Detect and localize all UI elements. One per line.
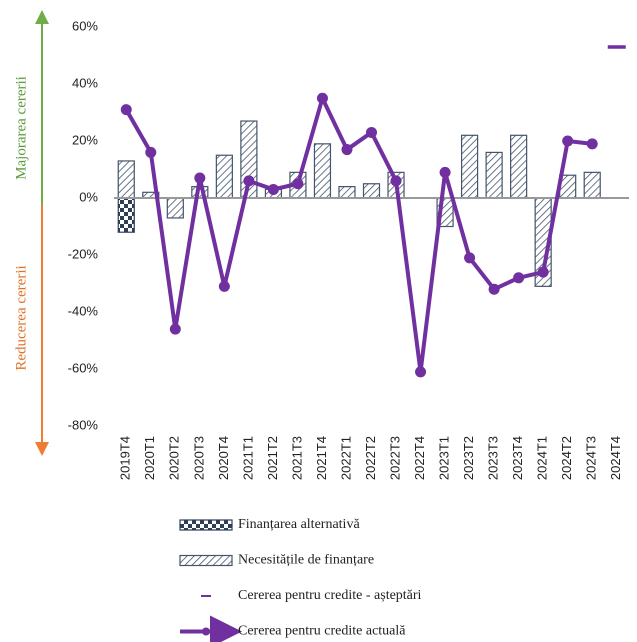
bar (362, 183, 381, 199)
line-point (341, 144, 353, 156)
bar (338, 186, 356, 199)
x-tick-label: 2022T3 (387, 436, 402, 480)
legend-label: Cererea pentru credite actuală (238, 624, 406, 639)
bar (117, 160, 135, 199)
y-tick-label: -40% (68, 303, 99, 318)
line-point (586, 138, 598, 150)
y-tick-label: 60% (72, 18, 98, 33)
legend-swatch (202, 627, 210, 636)
line-point (120, 104, 132, 116)
legend-swatch (179, 519, 233, 531)
x-tick-label: 2021T1 (240, 436, 255, 480)
x-tick-label: 2021T3 (289, 436, 304, 480)
x-tick-label: 2020T4 (216, 436, 231, 480)
x-tick-label: 2023T2 (461, 436, 476, 480)
x-tick-label: 2024T3 (584, 436, 599, 480)
line-point (390, 175, 402, 187)
x-tick-label: 2019T4 (118, 436, 133, 480)
line-point (366, 126, 377, 138)
x-tick-label: 2020T2 (167, 436, 182, 480)
line-point (267, 183, 279, 195)
down-label: Reducerea cererii (13, 265, 29, 370)
y-tick-label: 20% (72, 132, 98, 147)
y-tick-label: -20% (68, 246, 99, 261)
legend-swatch (179, 554, 233, 567)
x-tick-label: 2020T3 (191, 436, 206, 480)
line-point (145, 146, 157, 158)
legend-label: Necesitățile de finanțare (238, 553, 374, 568)
bar (215, 154, 233, 199)
y-tick-label: 0% (79, 189, 98, 204)
y-tick-label: -60% (68, 360, 99, 375)
line-point (464, 252, 476, 264)
legend-label: Cererea pentru credite - așteptări (238, 588, 422, 603)
bar (485, 151, 503, 199)
line-point (415, 366, 427, 378)
x-tick-label: 2024T2 (559, 436, 574, 480)
x-tick-label: 2022T1 (338, 436, 353, 480)
line-point (218, 280, 230, 292)
line-point (562, 135, 574, 147)
up-label: Majorarea cererii (13, 76, 29, 180)
line-point (243, 175, 255, 187)
line-point (194, 172, 206, 184)
bar (583, 171, 601, 199)
line-point (537, 266, 549, 278)
line-point (169, 323, 181, 335)
bar (117, 197, 135, 233)
line-point (439, 166, 451, 178)
x-tick-label: 2021T4 (314, 436, 329, 480)
x-tick-label: 2022T4 (412, 436, 427, 480)
down-arrow-head (35, 442, 49, 456)
bar (510, 134, 528, 199)
line-point (292, 178, 304, 190)
x-tick-label: 2023T4 (510, 436, 525, 480)
x-tick-label: 2022T2 (363, 436, 378, 480)
x-tick-label: 2023T1 (437, 436, 452, 480)
y-tick-label: 40% (72, 75, 98, 90)
line-point (316, 92, 328, 104)
x-tick-label: 2024T4 (608, 436, 623, 480)
line-point (488, 283, 500, 295)
x-tick-label: 2020T1 (142, 436, 157, 480)
line-point (513, 272, 525, 284)
bar (460, 134, 479, 199)
bar (166, 197, 184, 219)
y-tick-label: -80% (68, 417, 99, 432)
x-tick-label: 2021T2 (265, 436, 280, 480)
x-tick-label: 2023T3 (486, 436, 501, 480)
legend-label: Finanțarea alternativă (238, 517, 360, 532)
bar (313, 143, 332, 199)
up-arrow-head (35, 10, 49, 24)
x-tick-label: 2024T1 (535, 436, 550, 480)
